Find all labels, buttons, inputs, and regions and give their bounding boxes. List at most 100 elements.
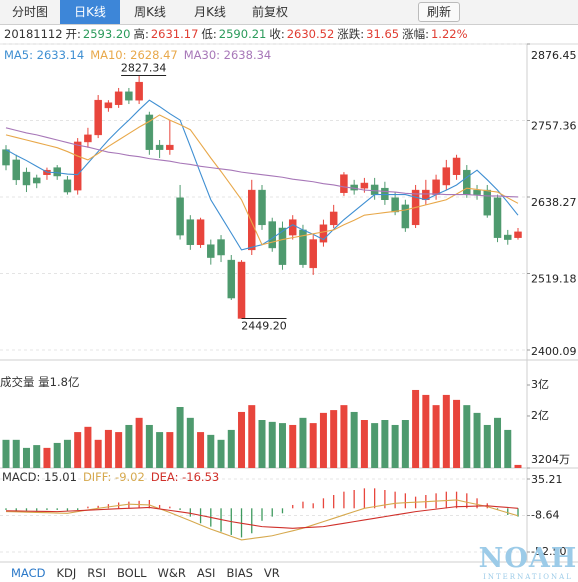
tab[interactable]: 周K线 xyxy=(134,5,166,19)
macd-legend: MACD: 15.01 DIFF: -9.02 DEA: -16.53 xyxy=(2,470,225,484)
quote-date: 20181112 xyxy=(4,27,63,41)
candle-body xyxy=(217,239,225,256)
quote-label: 涨跌: xyxy=(337,27,365,41)
volume-bar xyxy=(453,399,461,468)
candle-body xyxy=(401,204,410,229)
candle-body xyxy=(186,219,195,245)
candle-body xyxy=(370,184,379,195)
legend-entry: DEA: -16.53 xyxy=(150,470,220,484)
candle-body xyxy=(104,102,113,109)
y-tick-label: 35.21 xyxy=(531,473,563,486)
logo-subtitle: INTERNATIONAL xyxy=(483,573,573,581)
candle-body xyxy=(145,114,154,150)
candle-body xyxy=(125,91,133,101)
volume-bar xyxy=(391,424,399,468)
candle-body xyxy=(452,157,461,175)
candle-body xyxy=(463,169,471,195)
logo: NOAH INTERNATIONAL xyxy=(478,545,578,582)
volume-bar xyxy=(217,439,225,468)
quote-label: 高: xyxy=(133,27,149,41)
volume-bar xyxy=(360,420,368,468)
tab[interactable]: 月K线 xyxy=(194,5,226,19)
indicator-tab[interactable]: RSI xyxy=(87,566,106,580)
volume-bar xyxy=(268,421,276,468)
volume-bar xyxy=(309,423,317,468)
volume-bar xyxy=(278,423,286,468)
indicator-tab[interactable]: KDJ xyxy=(56,566,77,580)
legend-entry: DIFF: -9.02 xyxy=(82,470,145,484)
candle-body xyxy=(514,231,522,238)
candle-body xyxy=(248,189,256,251)
indicator-tab[interactable]: BOLL xyxy=(116,566,147,580)
quote-label: 涨幅: xyxy=(402,27,429,41)
legend-entry: MA10: 2628.47 xyxy=(90,48,178,62)
quote-value: 1.22% xyxy=(430,27,468,41)
ma-line xyxy=(5,114,519,246)
extreme-label: 2449.20 xyxy=(241,319,287,332)
candle-body xyxy=(196,219,205,245)
tab[interactable]: 前复权 xyxy=(251,5,288,19)
y-tick-label: -52.50 xyxy=(531,545,566,558)
candle-body xyxy=(360,182,369,189)
quote-value: 2593.20 xyxy=(82,27,131,41)
volume-bar xyxy=(2,439,10,468)
candle-body xyxy=(483,189,492,216)
indicator-tab[interactable]: BIAS xyxy=(226,566,253,580)
candle-body xyxy=(278,227,287,265)
y-tick-label: 2876.45 xyxy=(531,49,577,62)
volume-bar xyxy=(22,447,30,468)
volume-bar xyxy=(156,432,164,468)
volume-bar xyxy=(125,424,133,468)
volume-bar xyxy=(494,417,502,468)
candle-body xyxy=(135,81,143,101)
indicator-tab[interactable]: ASI xyxy=(196,566,216,580)
volume-bar xyxy=(514,464,522,468)
candle-body xyxy=(288,219,297,236)
volume-bar xyxy=(12,439,20,468)
y-tick-label: 3204万 xyxy=(531,453,570,466)
volume-bar xyxy=(33,445,41,468)
volume-bar xyxy=(401,420,409,468)
candle-body xyxy=(2,149,10,166)
refresh-button[interactable]: 刷新 xyxy=(418,2,460,22)
candle-body xyxy=(381,187,389,200)
candle-body xyxy=(340,174,348,193)
indicator-tab[interactable]: VR xyxy=(263,566,280,580)
volume-bar xyxy=(319,412,327,468)
volume-bar xyxy=(94,439,102,468)
volume-bar xyxy=(340,405,348,468)
y-tick-label: 2亿 xyxy=(531,409,549,422)
candle-body xyxy=(12,159,20,181)
candle-body xyxy=(504,234,512,240)
candle-body xyxy=(22,171,31,186)
volume-bar xyxy=(176,406,184,468)
volume-bar xyxy=(432,405,440,468)
indicator-tab[interactable]: W&R xyxy=(157,566,186,580)
candle-body xyxy=(166,144,174,150)
quote-value: 2630.52 xyxy=(286,27,335,41)
volume-bar xyxy=(238,411,246,468)
volume-title: 成交量 量1.8亿 xyxy=(0,375,80,389)
indicator-tab[interactable]: MACD xyxy=(11,566,46,580)
quote-row: 20181112 开: 2593.20 高: 2631.17 低: 2590.21 收: 263… xyxy=(4,26,471,43)
candle-body xyxy=(227,259,236,299)
tab-bar: 分时图 日K线 周K线 月K线 前复权 xyxy=(0,0,578,25)
candle-body xyxy=(32,177,41,184)
candle-body xyxy=(94,99,102,136)
candle-body xyxy=(258,189,266,226)
volume-bar xyxy=(197,432,205,468)
volume-bar xyxy=(371,423,379,468)
ma-legend: MA5: 2633.14 MA10: 2628.47 MA30: 2638.34 xyxy=(4,48,277,62)
volume-bar xyxy=(350,411,358,468)
y-tick-label: 3亿 xyxy=(531,378,549,391)
tab[interactable]: 分时图 xyxy=(11,5,48,19)
tab[interactable]: 日K线 xyxy=(60,0,120,24)
y-tick-label: 2638.27 xyxy=(531,196,577,209)
macd-line xyxy=(5,505,519,529)
volume-bar xyxy=(248,405,256,468)
volume-bar xyxy=(463,405,471,468)
candle-body xyxy=(319,224,328,243)
volume-bar xyxy=(422,394,430,468)
